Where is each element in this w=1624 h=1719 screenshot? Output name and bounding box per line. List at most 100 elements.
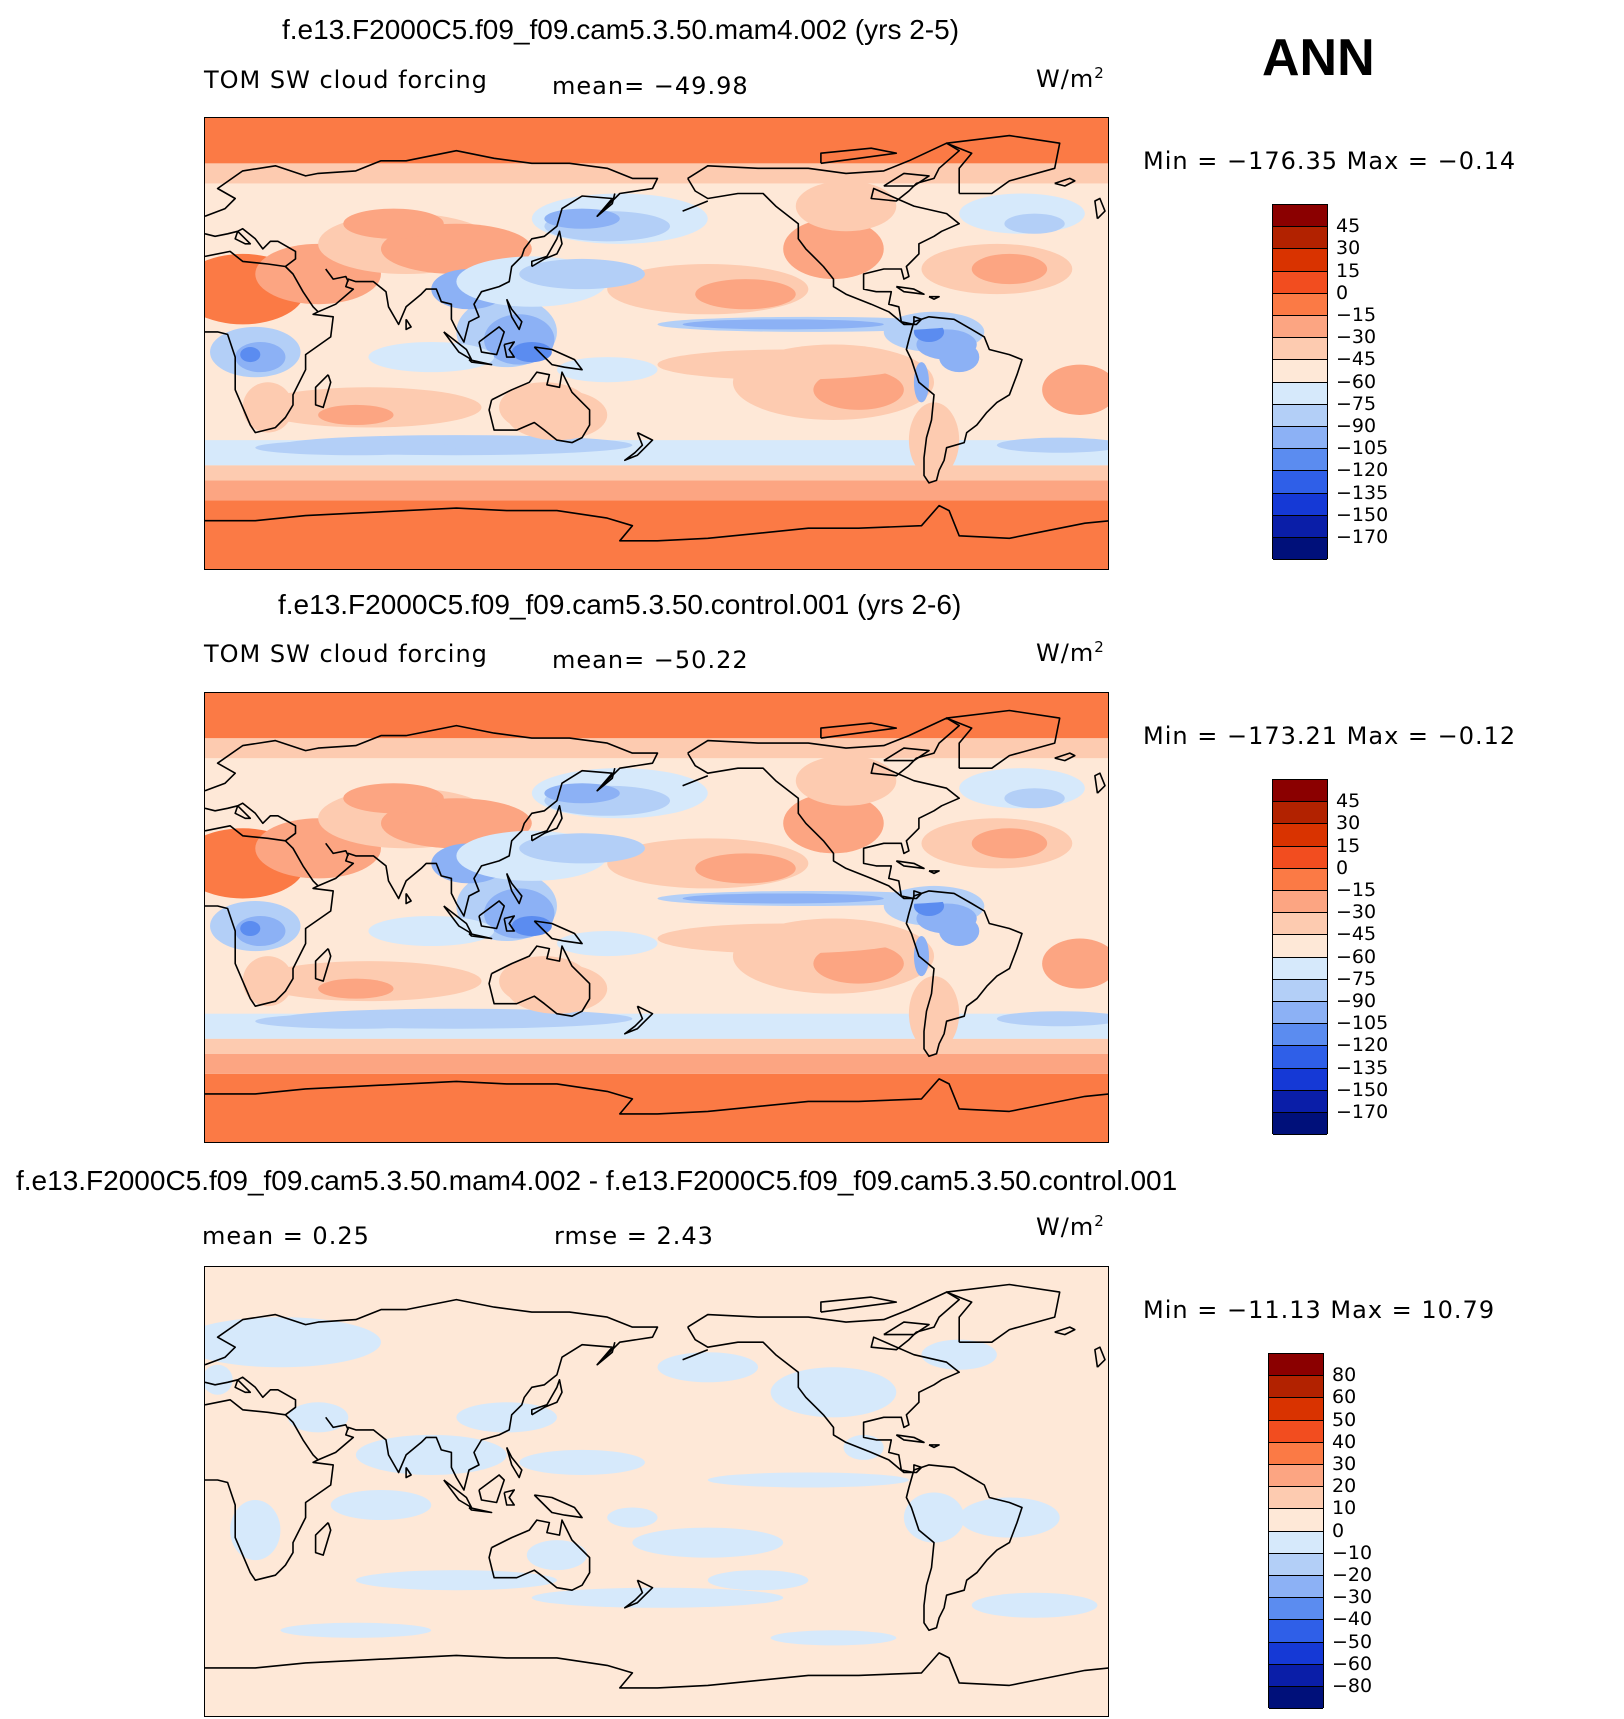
coastline [405,1466,412,1479]
field-region [544,783,620,804]
coastline [533,1494,583,1519]
coastline [682,200,709,212]
panel2-title: f.e13.F2000C5.f09_f09.cam5.3.50.control.… [278,589,962,620]
field-region [795,180,897,232]
colorbar-tick-label: −20 [1332,1564,1373,1586]
colorbar-tick-label: −60 [1332,1652,1373,1675]
field-band [205,465,1108,481]
coastline [505,873,523,905]
colorbar-tick-label: −40 [1332,1608,1373,1631]
field-region [205,1364,233,1395]
coastline [905,1464,1023,1632]
coastline [1054,752,1076,762]
field-region [242,382,293,433]
coastline [314,374,332,409]
colorbar-tick-label: −150 [1336,1078,1389,1101]
coastline [687,1291,961,1474]
colorbar-tick-label: −15 [1336,304,1377,326]
coastline [505,298,523,331]
field-region [707,1472,909,1488]
colorbar-tick-label: −80 [1332,1675,1373,1697]
field-region [556,357,658,383]
colorbar-tick-label: −60 [1336,370,1377,393]
coastline [895,860,925,870]
colorbar-swatch [1273,227,1327,250]
coastline [905,316,1023,484]
colorbar-tick-label: −90 [1336,990,1377,1012]
field-region [783,793,884,854]
colorbar-swatch [1269,1664,1323,1687]
field-region [556,931,658,957]
coastline [478,1474,506,1504]
colorbar-swatch [1273,1024,1327,1047]
coastline [503,341,516,358]
field-band [205,1053,1108,1074]
field-region [1004,213,1065,234]
colorbar-swatch [1273,449,1327,472]
field-region [813,369,904,410]
colorbar-swatch [1273,1090,1327,1113]
coastline [325,268,350,282]
coastline [682,1348,709,1361]
colorbar-tick-label: −150 [1336,503,1389,526]
panel2-variable: TOM SW cloud forcing [204,640,488,668]
colorbar-swatch [1273,515,1327,538]
field-region [657,349,909,380]
coastline [1094,1346,1106,1368]
colorbar-swatch [1269,1509,1323,1532]
colorbar-swatch [1273,249,1327,272]
coastline [533,346,583,371]
colorbar-swatch [1273,891,1327,914]
field-region [959,1497,1060,1538]
coastline [883,747,930,762]
field-region [770,1630,897,1646]
field-region [368,341,495,373]
field-region [843,1434,884,1460]
field-region [903,1492,965,1543]
colorbar-tick-label: −45 [1336,923,1377,946]
field-region [913,936,929,977]
colorbar-tick-label: 80 [1332,1364,1357,1387]
field-region [526,1540,588,1571]
colorbar-swatch [1269,1420,1323,1443]
colorbar-swatch [1273,979,1327,1002]
colorbar-tick-label: 50 [1332,1408,1357,1431]
colorbar-swatch [1273,360,1327,383]
coastline [205,1399,319,1461]
coastline [895,285,925,295]
field-region [682,893,884,904]
colorbar-swatch [1269,1531,1323,1554]
field-region [230,1500,281,1561]
colorbar-tick-label: −105 [1336,437,1389,460]
panel1-minmax: Min = −176.35 Max = −0.14 [1143,147,1517,175]
coastline [468,358,493,366]
coastline [623,1579,654,1609]
coastline [205,1652,1108,1689]
colorbar-tick-label: 10 [1332,1497,1357,1520]
colorbar-tick-label: −170 [1336,526,1389,548]
field-region [996,1011,1108,1027]
colorbar-tick-label: 60 [1332,1386,1357,1409]
coastline [945,1283,1061,1343]
colorbar-swatch [1273,316,1327,339]
colorbar-tick-label: 45 [1336,790,1361,813]
coastline [314,948,332,982]
colorbar-tick-label: −90 [1336,415,1377,437]
coastline [314,1522,332,1556]
field-region [908,402,960,478]
coastline [533,920,583,945]
coastline [883,172,930,187]
coastline [1054,1326,1076,1336]
coastline [687,142,961,326]
colorbar-swatch [1273,802,1327,825]
colorbar-tick-label: −75 [1336,392,1377,415]
field-region [499,956,590,1007]
coastline [623,431,654,462]
field-region [318,978,394,999]
field-region [657,923,909,954]
field-band [205,118,1108,169]
field-region [971,828,1048,859]
coastline [503,915,516,932]
colorbar-swatch [1273,205,1327,228]
colorbar-tick-label: −60 [1336,945,1377,968]
